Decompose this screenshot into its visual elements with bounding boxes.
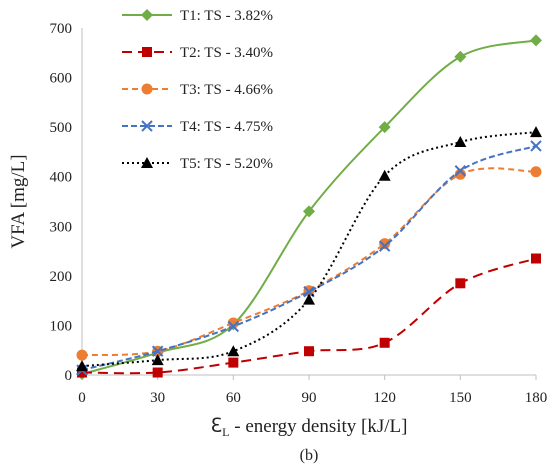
y-tick-label: 500 [50,120,73,136]
legend-label: T4: TS - 4.75% [180,119,273,135]
y-tick-label: 0 [65,368,73,384]
x-tick-label: 180 [525,390,548,406]
y-tick-label: 400 [50,170,73,186]
x-axis-title-symbol: ℇ [210,416,222,437]
x-tick-label: 120 [373,390,396,406]
legend-entry-3: T3: TS - 4.66% [122,82,273,98]
series-4-point [151,345,164,357]
series-3-point [530,166,542,178]
series-4 [76,140,542,376]
panel-label: (b) [300,447,319,464]
series-4-point [227,320,240,333]
series-2 [77,253,541,378]
series-5-point [76,360,88,372]
legend-entry-1: T1: TS - 3.82% [122,8,273,24]
series-2-point [77,367,87,378]
legend: T1: TS - 3.82% T2: TS - 3.40% T3: TS - 4.6… [122,8,273,172]
legend-swatch-marker [141,120,153,132]
series-2-point [304,346,314,357]
marker-stroke [151,345,164,357]
series-4-point [530,140,542,152]
series-2-point [152,367,163,378]
series-2-point [228,357,239,368]
x-axis-title-subscript: L [222,425,229,439]
series-1-point [378,121,391,134]
legend-label: T1: TS - 3.82% [180,8,273,24]
marker-stroke [141,120,153,132]
series-5 [76,126,542,372]
y-tick-label: 300 [50,219,73,235]
series-3-point [227,317,239,329]
x-axis-title-text: - energy density [kJ/L] [230,416,408,437]
x-axis-title: ℇL - energy density [kJ/L] [210,416,407,439]
y-tick-label: 100 [50,318,73,334]
legend-entry-2: T2: TS - 3.40% [122,45,273,61]
axes: 0 100 200 300 400 500 600 700 0 30 60 90 120 150 180 [50,21,548,406]
series-1-point [454,50,467,63]
series-3-point [76,349,88,361]
series-3-line [81,167,537,357]
y-tick-label: 700 [50,21,73,37]
marker-stroke [530,140,542,152]
series-layer [76,34,542,381]
marker-stroke [378,240,391,252]
series-5-point [227,345,240,357]
series-5-point [454,136,467,148]
x-tick-label: 90 [302,390,317,406]
series-1-point [530,34,542,47]
series-5-point [303,293,315,305]
y-tick-label: 600 [50,71,73,87]
series-2-point [455,278,466,289]
series-1-point [303,205,315,218]
marker-stroke [227,320,240,333]
series-3-point [379,238,391,250]
series-5-point [378,169,391,181]
x-tick-label: 0 [78,390,86,406]
series-4-point [378,240,391,252]
y-tick-label: 200 [50,269,73,285]
x-tick-label: 150 [449,390,472,406]
legend-entry-4: T4: TS - 4.75% [122,119,273,135]
legend-swatch-marker [141,157,153,168]
x-tick-label: 30 [150,390,165,406]
legend-swatch-marker [141,9,153,21]
x-tick-label: 60 [226,390,241,406]
series-2-point [379,337,390,348]
series-5-point [530,126,542,138]
legend-label: T3: TS - 4.66% [180,82,273,98]
legend-swatch-marker [141,83,153,95]
marker-stroke [303,286,315,298]
series-5-point [151,354,164,366]
series-3 [76,166,542,361]
series-4-line [81,145,537,372]
legend-swatch-marker [142,47,152,57]
y-axis-title: VFA [mg/L] [8,154,29,248]
series-2-point [531,253,541,264]
legend-label: T5: TS - 5.20% [180,156,273,172]
legend-label: T2: TS - 3.40% [180,45,273,61]
legend-entry-5: T5: TS - 5.20% [122,156,273,172]
marker-stroke [454,165,467,177]
series-4-point [454,165,467,177]
